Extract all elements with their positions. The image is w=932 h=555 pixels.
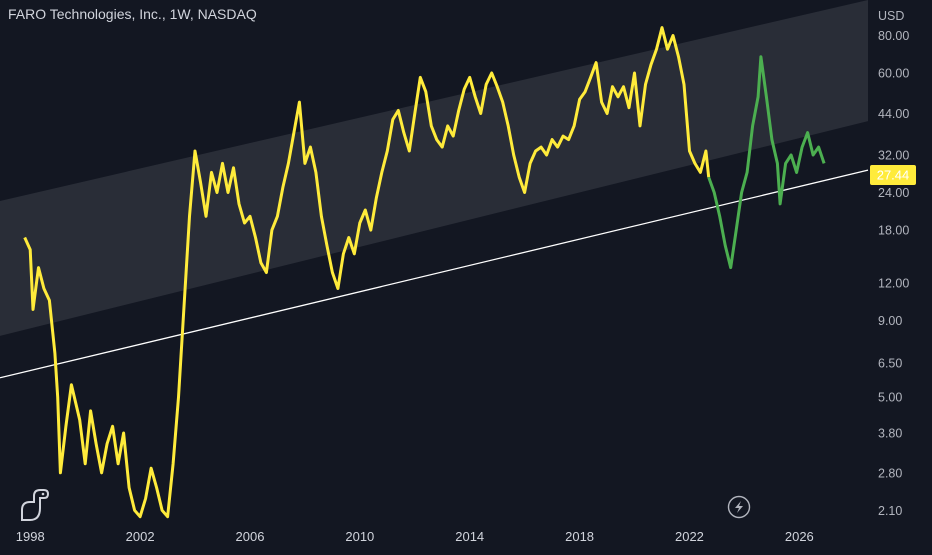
channel-band: [0, 0, 868, 336]
y-tick-label: 80.00: [878, 29, 909, 43]
x-tick-label: 2026: [785, 529, 814, 544]
y-axis-unit: USD: [878, 9, 904, 23]
lightning-bolt-icon: [727, 495, 751, 519]
bolt-shape: [735, 501, 743, 513]
x-tick-label: 2002: [126, 529, 155, 544]
y-tick-label: 24.00: [878, 186, 909, 200]
price-series-0: [23, 26, 711, 519]
x-tick-label: 2022: [675, 529, 704, 544]
tradingview-dino-icon: [21, 489, 50, 521]
x-tick-label: 2018: [565, 529, 594, 544]
y-tick-label: 6.50: [878, 356, 902, 370]
x-tick-label: 2014: [455, 529, 484, 544]
trendline: [0, 169, 869, 379]
y-tick-label: 18.00: [878, 224, 909, 238]
current-price-badge: [870, 165, 916, 186]
y-tick-label: 5.00: [878, 391, 902, 405]
price-series-1: [707, 55, 826, 270]
y-tick-label: 44.00: [878, 107, 909, 121]
current-price-label: 27.44: [877, 168, 910, 183]
chart-title: FARO Technologies, Inc., 1W, NASDAQ: [8, 6, 257, 22]
y-tick-label: 60.00: [878, 67, 909, 81]
y-tick-label: 2.80: [878, 466, 902, 480]
x-tick-label: 1998: [16, 529, 45, 544]
y-tick-label: 12.00: [878, 276, 909, 290]
y-tick-label: 2.10: [878, 504, 902, 518]
y-tick-label: 3.80: [878, 426, 902, 440]
y-tick-label: 9.00: [878, 314, 902, 328]
dino-eye: [41, 492, 45, 496]
x-tick-label: 2010: [345, 529, 374, 544]
bolt-ring: [727, 495, 751, 519]
x-tick-label: 2006: [236, 529, 265, 544]
dino-shape: [21, 489, 50, 521]
y-tick-label: 32.00: [878, 149, 909, 163]
